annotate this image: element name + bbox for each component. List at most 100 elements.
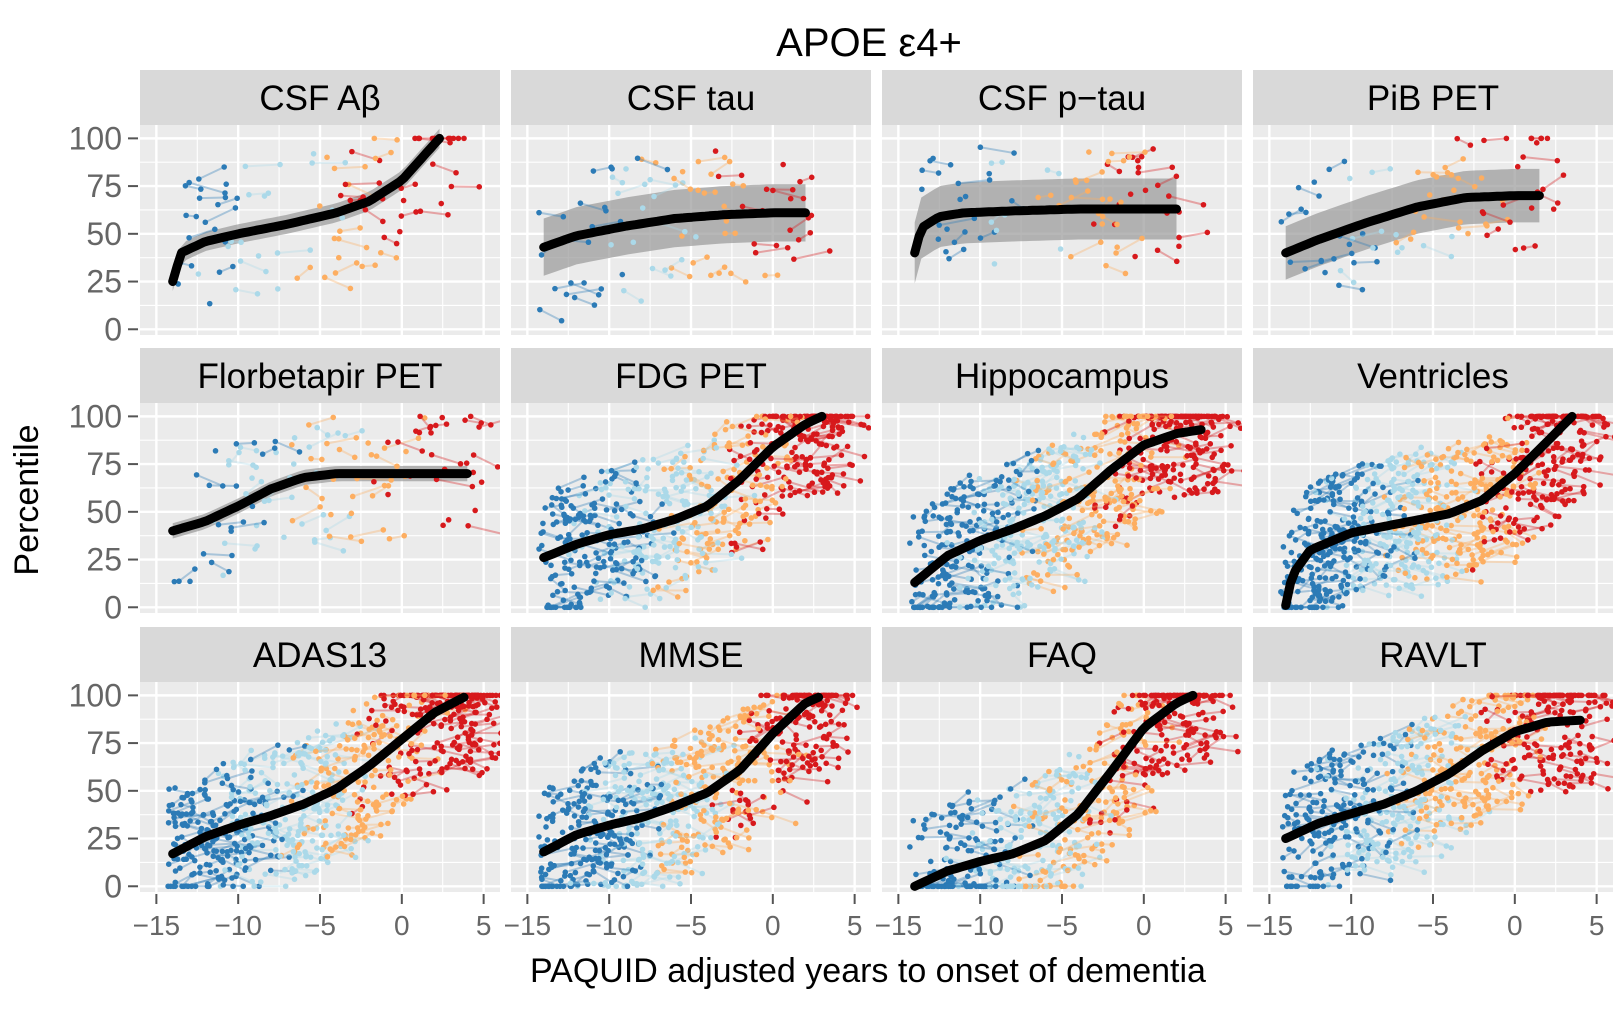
data-point (1446, 544, 1453, 551)
data-point (715, 476, 721, 482)
data-point (975, 597, 981, 604)
data-point (1421, 214, 1427, 220)
data-point (456, 746, 462, 753)
data-point (381, 234, 388, 241)
data-point (1520, 154, 1526, 160)
trajectory-line (436, 730, 474, 744)
trajectory-line (352, 484, 385, 498)
data-point (1176, 243, 1182, 250)
data-point (1046, 469, 1053, 476)
data-point (170, 810, 177, 817)
data-point (339, 797, 346, 803)
trajectory-line (1164, 445, 1201, 454)
data-point (1103, 262, 1109, 269)
data-point (935, 580, 942, 587)
data-point (1473, 561, 1480, 568)
data-point (477, 737, 483, 743)
data-point (1424, 576, 1430, 582)
data-point (978, 563, 985, 569)
trajectory-line (1089, 536, 1115, 553)
data-point (1099, 431, 1105, 437)
data-point (664, 166, 671, 173)
data-point (783, 476, 789, 482)
data-point (351, 454, 358, 461)
data-point (1553, 463, 1559, 470)
data-point (1464, 446, 1470, 453)
data-point (800, 195, 807, 202)
data-point (1399, 244, 1405, 251)
trajectory-line (1063, 445, 1086, 456)
data-point (1016, 505, 1022, 512)
trajectory-line (832, 473, 861, 482)
trajectory-line (538, 211, 564, 218)
data-point (639, 570, 646, 576)
data-point (347, 285, 354, 292)
data-point (986, 486, 993, 492)
data-point (1228, 468, 1235, 474)
trajectory-line (218, 521, 244, 526)
data-point (753, 413, 760, 420)
data-point (398, 703, 405, 709)
data-point (1041, 503, 1047, 510)
data-point (958, 496, 964, 502)
data-point (738, 172, 745, 179)
trajectory-line (1446, 484, 1476, 492)
data-point (696, 568, 702, 575)
data-point (616, 520, 622, 527)
trajectory-line (1205, 425, 1231, 440)
data-point (394, 137, 400, 143)
data-point (1116, 168, 1123, 175)
data-point (235, 862, 241, 868)
data-point (1600, 415, 1606, 422)
data-point (1352, 506, 1359, 513)
trajectory-line (1290, 259, 1322, 264)
data-point (621, 558, 628, 564)
trajectory-line (658, 546, 678, 558)
data-point (275, 286, 281, 292)
data-point (1109, 150, 1115, 157)
data-point (948, 542, 955, 548)
data-point (1478, 175, 1485, 181)
data-point (1024, 450, 1031, 457)
trajectory-line (1138, 166, 1173, 174)
data-point (1170, 466, 1177, 473)
data-point (1177, 422, 1184, 429)
data-point (1455, 449, 1461, 456)
data-point (956, 554, 963, 561)
data-point (684, 548, 690, 555)
data-point (1057, 492, 1063, 498)
data-point (795, 237, 802, 243)
data-point (333, 721, 339, 727)
data-point (1134, 157, 1141, 164)
data-point (652, 573, 658, 580)
data-point (225, 243, 231, 250)
data-point (286, 854, 292, 860)
trajectory-line (653, 529, 677, 541)
data-point (365, 752, 372, 759)
data-point (213, 867, 219, 874)
data-point (1340, 471, 1346, 478)
trajectory-line (1297, 577, 1313, 593)
data-point (708, 510, 714, 517)
data-point (759, 421, 765, 427)
data-point (1132, 253, 1138, 260)
data-point (324, 440, 330, 447)
data-point (672, 564, 679, 571)
data-point (1341, 515, 1348, 522)
data-point (1343, 562, 1350, 569)
data-point (1317, 519, 1324, 525)
data-point (548, 562, 554, 569)
data-point (1245, 423, 1251, 429)
trajectory-line (595, 541, 625, 554)
trajectory-line (714, 421, 728, 435)
trajectory-line (255, 856, 290, 861)
data-point (488, 422, 494, 428)
data-point (212, 226, 218, 233)
data-point (1444, 574, 1450, 580)
data-point (1309, 580, 1316, 587)
data-point (1341, 549, 1347, 555)
data-point (251, 883, 258, 890)
data-point (640, 543, 647, 550)
data-point (766, 413, 773, 420)
trajectory-line (1451, 492, 1468, 504)
